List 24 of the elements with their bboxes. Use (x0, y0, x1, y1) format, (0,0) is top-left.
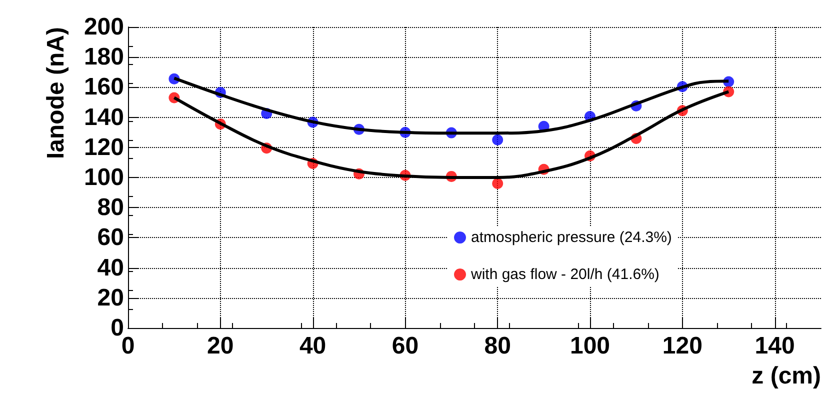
x-tick-label: 140 (754, 332, 795, 360)
y-tick-label: 120 (84, 134, 124, 161)
x-tick-label: 100 (570, 332, 610, 360)
y-tick-label: 20 (97, 284, 124, 312)
y-tick-label: 80 (97, 194, 124, 222)
x-tick-label: 60 (392, 332, 419, 360)
point (492, 134, 504, 146)
y-tick-label: 40 (97, 254, 124, 282)
y-tick-label: 0 (110, 314, 124, 342)
x-tick-label: 20 (207, 332, 234, 360)
y-axis-title: Ianode (nA) (42, 27, 70, 159)
y-tick-label: 160 (84, 74, 124, 101)
y-tick-label: 140 (84, 104, 124, 131)
x-tick-label: 40 (299, 332, 326, 360)
x-tick-label: 120 (662, 332, 702, 360)
legend-label: atmospheric pressure (24.3%) (471, 229, 672, 246)
point (492, 178, 504, 190)
y-tick-label: 60 (97, 224, 124, 252)
y-tick-label: 100 (84, 164, 124, 191)
x-axis-title: z (cm) (752, 362, 821, 390)
y-tick-label: 200 (84, 14, 124, 40)
legend-label: with gas flow - 20l/h (41.6%) (470, 266, 660, 283)
x-tick-label: 80 (484, 332, 511, 360)
y-tick-label: 180 (84, 44, 124, 71)
